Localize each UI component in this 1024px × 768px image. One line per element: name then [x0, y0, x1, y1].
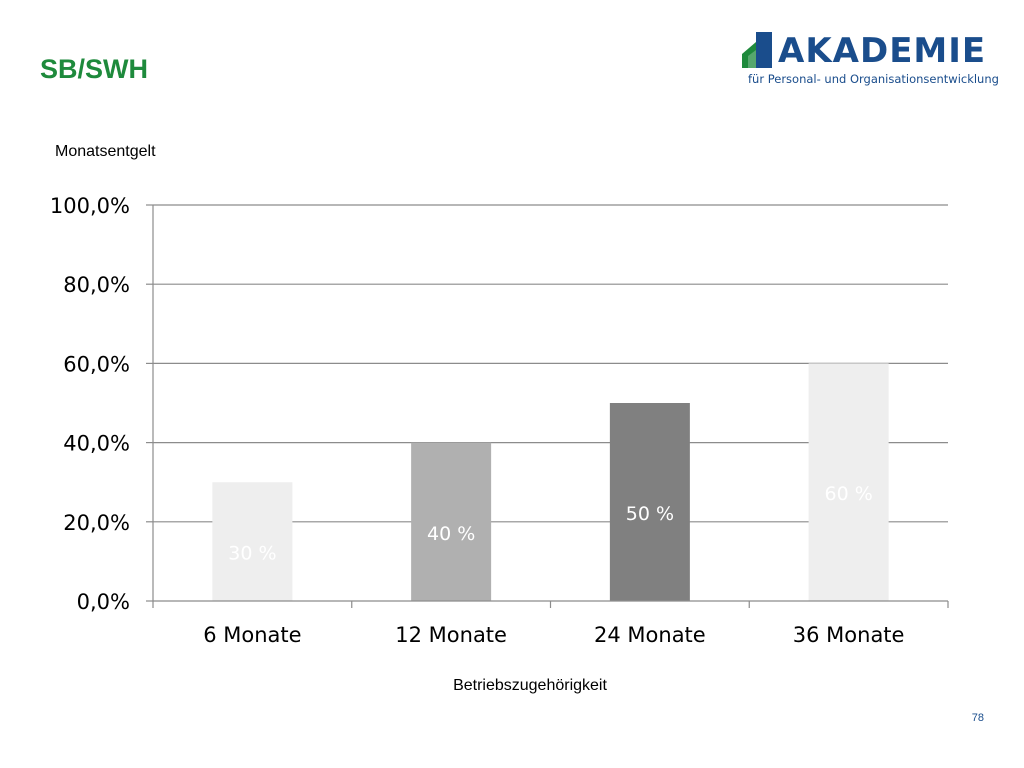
logo-name: AKADEMIE: [778, 31, 987, 71]
bar: [808, 363, 889, 601]
x-tick-labels: 6 Monate 12 Monate 24 Monate 36 Monate: [203, 623, 904, 647]
y-tick-label: 60,0%: [63, 352, 130, 376]
logo-tagline: für Personal- und Organisationsentwicklu…: [748, 72, 999, 86]
axes: [152, 205, 949, 608]
y-tick-label: 80,0%: [63, 273, 130, 297]
bars: [212, 363, 889, 601]
y-tick-labels: 0,0% 20,0% 40,0% 60,0% 80,0% 100,0%: [50, 194, 130, 614]
x-tick-label: 6 Monate: [203, 623, 301, 647]
y-tick-label: 20,0%: [63, 511, 130, 535]
y-tick-label: 0,0%: [77, 590, 130, 614]
data-label: 60 %: [824, 483, 872, 505]
slide-title: SB/SWH: [40, 54, 148, 84]
bar: [609, 403, 690, 601]
y-tick-label: 40,0%: [63, 432, 130, 456]
bar: [212, 482, 293, 601]
data-label: 40 %: [427, 523, 475, 545]
data-label: 30 %: [228, 543, 276, 565]
data-labels: 30 % 40 % 50 % 60 %: [228, 483, 873, 564]
chart-title: Monatsentgelt: [55, 143, 156, 160]
data-label: 50 %: [626, 503, 674, 525]
x-axis-title: Betriebszugehörigkeit: [453, 677, 607, 694]
logo-mark-icon: [742, 32, 772, 68]
page-number: 78: [971, 712, 984, 724]
akademie-logo: AKADEMIE für Personal- und Organisations…: [742, 28, 999, 90]
x-tick-label: 12 Monate: [395, 623, 507, 647]
y-tick-label: 100,0%: [50, 194, 130, 218]
x-tick-label: 36 Monate: [793, 623, 905, 647]
x-tick-label: 24 Monate: [594, 623, 706, 647]
bar: [411, 442, 492, 601]
